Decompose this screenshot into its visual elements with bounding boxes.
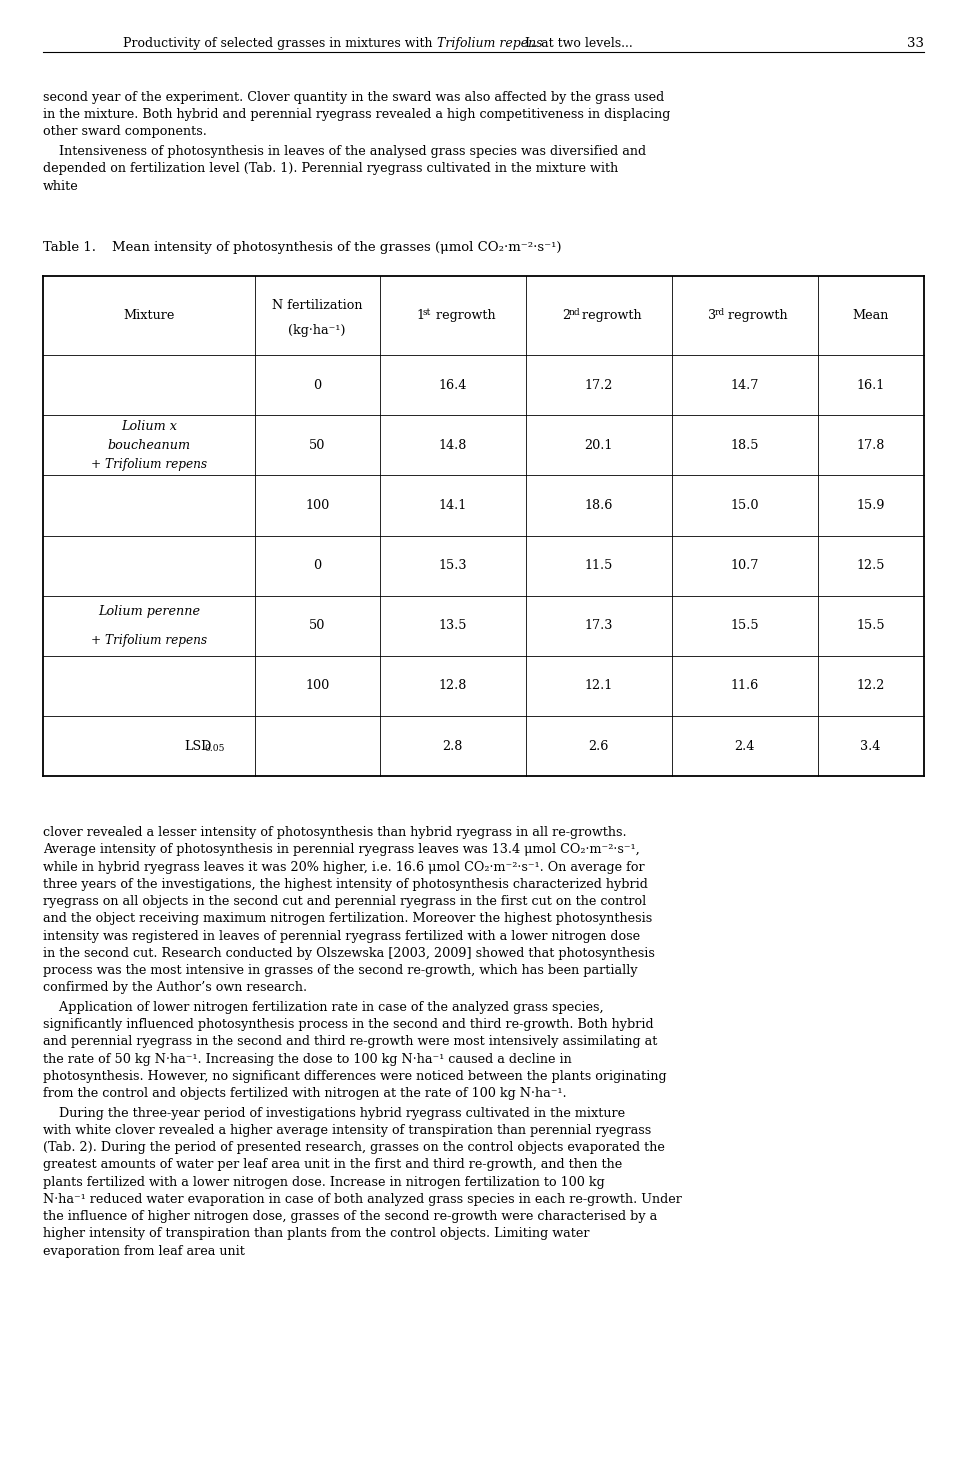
Text: Intensiveness of photosynthesis in leaves of the analysed grass species was dive: Intensiveness of photosynthesis in leave… <box>43 145 646 158</box>
Text: 0: 0 <box>313 378 322 392</box>
Text: ryegrass on all objects in the second cut and perennial ryegrass in the first cu: ryegrass on all objects in the second cu… <box>43 895 646 908</box>
Text: regrowth: regrowth <box>432 310 495 323</box>
Text: 16.1: 16.1 <box>856 378 885 392</box>
Text: 10.7: 10.7 <box>731 559 759 572</box>
Text: 1: 1 <box>416 310 424 323</box>
Text: 15.0: 15.0 <box>731 499 759 512</box>
Text: evaporation from leaf area unit: evaporation from leaf area unit <box>43 1244 245 1257</box>
Text: 50: 50 <box>309 439 325 452</box>
Text: white: white <box>43 179 79 192</box>
Text: in the second cut. Research conducted by Olszewska [2003, 2009] showed that phot: in the second cut. Research conducted by… <box>43 946 655 959</box>
Text: N fertilization: N fertilization <box>272 299 363 312</box>
Text: 0: 0 <box>313 559 322 572</box>
Text: 2.4: 2.4 <box>734 739 755 753</box>
Text: 18.5: 18.5 <box>731 439 759 452</box>
Text: 2.8: 2.8 <box>443 739 463 753</box>
Text: 15.5: 15.5 <box>731 619 759 632</box>
Text: During the three-year period of investigations hybrid ryegrass cultivated in the: During the three-year period of investig… <box>43 1106 625 1119</box>
Text: 15.5: 15.5 <box>856 619 885 632</box>
Text: confirmed by the Author’s own research.: confirmed by the Author’s own research. <box>43 981 307 995</box>
Text: other sward components.: other sward components. <box>43 126 207 138</box>
Text: from the control and objects fertilized with nitrogen at the rate of 100 kg N·ha: from the control and objects fertilized … <box>43 1087 566 1100</box>
Text: Mixture: Mixture <box>123 310 175 323</box>
Text: 3: 3 <box>708 310 716 323</box>
Text: 18.6: 18.6 <box>585 499 612 512</box>
Text: rd: rd <box>714 308 725 317</box>
Text: (kg·ha⁻¹): (kg·ha⁻¹) <box>289 324 346 337</box>
Text: 14.7: 14.7 <box>731 378 759 392</box>
Text: second year of the experiment. Clover quantity in the sward was also affected by: second year of the experiment. Clover qu… <box>43 91 664 104</box>
Text: 15.9: 15.9 <box>856 499 885 512</box>
Text: clover revealed a lesser intensity of photosynthesis than hybrid ryegrass in all: clover revealed a lesser intensity of ph… <box>43 826 627 839</box>
Text: st: st <box>422 308 431 317</box>
Text: 20.1: 20.1 <box>585 439 612 452</box>
Text: plants fertilized with a lower nitrogen dose. Increase in nitrogen fertilization: plants fertilized with a lower nitrogen … <box>43 1175 605 1188</box>
Text: 17.3: 17.3 <box>585 619 612 632</box>
Text: 12.2: 12.2 <box>856 679 885 692</box>
Text: L. at two levels...: L. at two levels... <box>520 37 633 50</box>
Text: significantly influenced photosynthesis process in the second and third re-growt: significantly influenced photosynthesis … <box>43 1018 654 1031</box>
Text: 100: 100 <box>305 499 329 512</box>
Text: 33: 33 <box>906 37 924 50</box>
Text: 13.5: 13.5 <box>439 619 467 632</box>
Text: 16.4: 16.4 <box>439 378 467 392</box>
Text: the rate of 50 kg N·ha⁻¹. Increasing the dose to 100 kg N·ha⁻¹ caused a decline : the rate of 50 kg N·ha⁻¹. Increasing the… <box>43 1053 572 1065</box>
Text: boucheanum: boucheanum <box>108 439 191 452</box>
Text: process was the most intensive in grasses of the second re-growth, which has bee: process was the most intensive in grasse… <box>43 964 637 977</box>
Text: 3.4: 3.4 <box>860 739 881 753</box>
Text: three years of the investigations, the highest intensity of photosynthesis chara: three years of the investigations, the h… <box>43 877 648 890</box>
Text: + Trifolium repens: + Trifolium repens <box>91 458 207 471</box>
Text: N·ha⁻¹ reduced water evaporation in case of both analyzed grass species in each : N·ha⁻¹ reduced water evaporation in case… <box>43 1193 682 1206</box>
Text: 2: 2 <box>563 310 570 323</box>
Text: photosynthesis. However, no significant differences were noticed between the pla: photosynthesis. However, no significant … <box>43 1069 667 1083</box>
Text: 12.5: 12.5 <box>856 559 885 572</box>
Text: Application of lower nitrogen fertilization rate in case of the analyzed grass s: Application of lower nitrogen fertilizat… <box>43 1000 604 1014</box>
Text: Lolium perenne: Lolium perenne <box>98 604 200 618</box>
Text: while in hybrid ryegrass leaves it was 20% higher, i.e. 16.6 μmol CO₂·m⁻²·s⁻¹. O: while in hybrid ryegrass leaves it was 2… <box>43 861 645 873</box>
Text: (Tab. 2). During the period of presented research, grasses on the control object: (Tab. 2). During the period of presented… <box>43 1141 665 1155</box>
Text: 50: 50 <box>309 619 325 632</box>
Text: nd: nd <box>568 308 580 317</box>
Text: greatest amounts of water per leaf area unit in the first and third re-growth, a: greatest amounts of water per leaf area … <box>43 1159 622 1172</box>
Text: Trifolium repens: Trifolium repens <box>437 37 542 50</box>
Text: 17.8: 17.8 <box>856 439 885 452</box>
Text: Mean intensity of photosynthesis of the grasses (μmol CO₂·m⁻²·s⁻¹): Mean intensity of photosynthesis of the … <box>112 241 562 254</box>
Text: in the mixture. Both hybrid and perennial ryegrass revealed a high competitivene: in the mixture. Both hybrid and perennia… <box>43 109 671 122</box>
Text: 2.6: 2.6 <box>588 739 609 753</box>
Text: regrowth: regrowth <box>578 310 641 323</box>
Text: 100: 100 <box>305 679 329 692</box>
Text: 14.1: 14.1 <box>439 499 467 512</box>
Text: 12.1: 12.1 <box>585 679 612 692</box>
Text: Lolium x: Lolium x <box>121 420 177 433</box>
Text: + Trifolium repens: + Trifolium repens <box>91 634 207 647</box>
Text: higher intensity of transpiration than plants from the control objects. Limiting: higher intensity of transpiration than p… <box>43 1228 589 1241</box>
Text: with white clover revealed a higher average intensity of transpiration than pere: with white clover revealed a higher aver… <box>43 1124 652 1137</box>
Text: and the object receiving maximum nitrogen fertilization. Moreover the highest ph: and the object receiving maximum nitroge… <box>43 912 653 926</box>
Text: 12.8: 12.8 <box>439 679 467 692</box>
Text: and perennial ryegrass in the second and third re-growth were most intensively a: and perennial ryegrass in the second and… <box>43 1036 658 1049</box>
Text: 11.6: 11.6 <box>731 679 758 692</box>
Text: Table 1.: Table 1. <box>43 241 96 254</box>
Text: intensity was registered in leaves of perennial ryegrass fertilized with a lower: intensity was registered in leaves of pe… <box>43 930 640 943</box>
Text: 0.05: 0.05 <box>204 744 225 754</box>
Text: LSD: LSD <box>184 739 212 753</box>
Text: the influence of higher nitrogen dose, grasses of the second re-growth were char: the influence of higher nitrogen dose, g… <box>43 1210 658 1223</box>
Text: depended on fertilization level (Tab. 1). Perennial ryegrass cultivated in the m: depended on fertilization level (Tab. 1)… <box>43 163 618 175</box>
Text: 14.8: 14.8 <box>439 439 467 452</box>
Text: 17.2: 17.2 <box>585 378 612 392</box>
Text: regrowth: regrowth <box>724 310 787 323</box>
Text: Productivity of selected grasses in mixtures with: Productivity of selected grasses in mixt… <box>123 37 437 50</box>
Text: 11.5: 11.5 <box>585 559 612 572</box>
Text: 15.3: 15.3 <box>439 559 467 572</box>
Text: Average intensity of photosynthesis in perennial ryegrass leaves was 13.4 μmol C: Average intensity of photosynthesis in p… <box>43 844 640 857</box>
Text: Mean: Mean <box>852 310 889 323</box>
